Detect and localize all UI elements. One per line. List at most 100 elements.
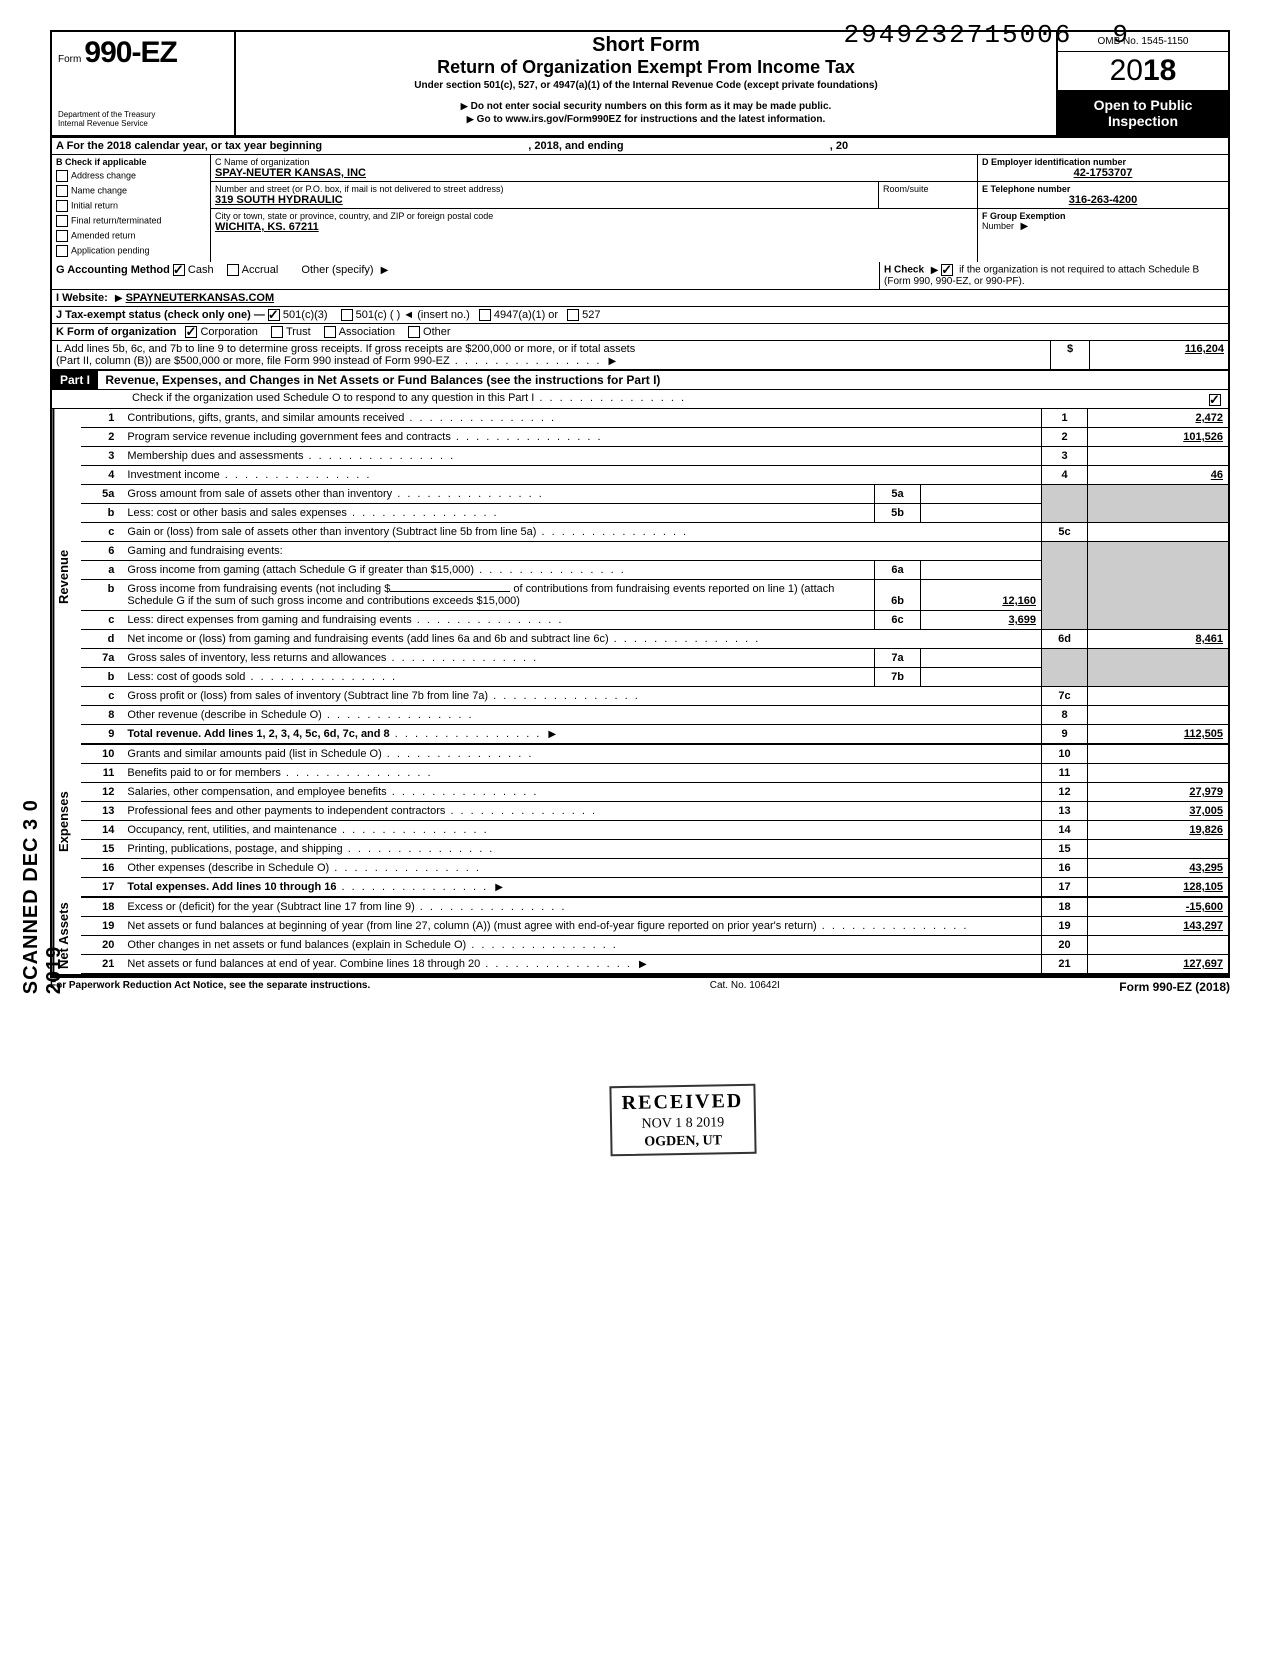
line16-desc: Other expenses (describe in Schedule O) [127,862,329,874]
j-501c3: 501(c)(3) [283,309,328,321]
dept-treasury: Department of the Treasury [58,110,228,119]
line14-amt: 19,826 [1088,821,1229,840]
row-l: L Add lines 5b, 6c, and 7b to line 9 to … [50,341,1230,371]
revenue-block: Revenue 1Contributions, gifts, grants, a… [50,409,1230,745]
part1-header: Part I Revenue, Expenses, and Changes in… [50,371,1230,390]
identity-block: B Check if applicable Address change Nam… [50,155,1230,262]
cb-accrual[interactable] [227,264,239,276]
line6b-box: 6b [875,580,921,611]
line12-desc: Salaries, other compensation, and employ… [127,786,386,798]
h-label: H Check [884,265,924,276]
line6c-desc: Less: direct expenses from gaming and fu… [127,614,411,626]
j-4947: 4947(a)(1) or [494,309,558,321]
line19-amt: 143,297 [1088,917,1229,936]
line17-desc: Total expenses. Add lines 10 through 16 [127,881,336,893]
c-label: C Name of organization [215,157,973,167]
line11-desc: Benefits paid to or for members [127,767,280,779]
g-cash: Cash [188,264,214,276]
line5a-box: 5a [875,485,921,504]
line6c-mid: 3,699 [921,611,1042,630]
dots-l [450,355,602,367]
cb-cash[interactable] [173,264,185,276]
line13-amt: 37,005 [1088,802,1229,821]
cb-initial[interactable] [56,200,68,212]
cb-trust[interactable] [271,326,283,338]
received-bottom: OGDEN, UT [622,1132,744,1152]
j-527: 527 [582,309,600,321]
line6c-box: 6c [875,611,921,630]
f-label2: Number [982,221,1014,231]
f-label: F Group Exemption [982,211,1066,221]
g-accrual: Accrual [242,264,279,276]
cb-final[interactable] [56,215,68,227]
part1-label: Part I [52,371,98,389]
cb-501c[interactable] [341,309,353,321]
line-a: A For the 2018 calendar year, or tax yea… [50,138,1230,155]
cb-name-change[interactable] [56,185,68,197]
room-label: Room/suite [878,182,977,208]
part1-title: Revenue, Expenses, and Changes in Net As… [101,371,664,389]
b-address: Address change [71,170,136,180]
l-text2: (Part II, column (B)) are $500,000 or mo… [56,355,450,367]
part1-check-text: Check if the organization used Schedule … [132,392,534,404]
line5c-amt [1088,523,1229,542]
line3-amt [1088,447,1229,466]
i-arrow-icon [111,292,123,304]
cb-pending[interactable] [56,245,68,257]
line5a-desc: Gross amount from sale of assets other t… [127,488,392,500]
cb-4947[interactable] [479,309,491,321]
line1-amt: 2,472 [1088,409,1229,428]
open-public: Open to Public Inspection [1058,91,1228,135]
cb-schedule-o[interactable] [1209,394,1221,406]
k-label: K Form of organization [56,326,176,338]
b-label: B Check if applicable [56,157,206,167]
expenses-block: Expenses 10Grants and similar amounts pa… [50,745,1230,898]
line6b-mid: 12,160 [921,580,1042,611]
received-stamp: RECEIVED NOV 1 8 2019 OGDEN, UT [609,1084,756,1157]
line7b-desc: Less: cost of goods sold [127,671,245,683]
b-name: Name change [71,185,127,195]
line4-amt: 46 [1088,466,1229,485]
part1-check-row: Check if the organization used Schedule … [50,390,1230,409]
line13-desc: Professional fees and other payments to … [127,805,445,817]
received-top: RECEIVED [621,1088,743,1116]
j-label: J Tax-exempt status (check only one) — [56,309,265,321]
cb-corp[interactable] [185,326,197,338]
line8-amt [1088,706,1229,725]
f-arrow [1017,221,1029,231]
cb-assoc[interactable] [324,326,336,338]
row-gh: G Accounting Method Cash Accrual Other (… [50,262,1230,290]
org-name: SPAY-NEUTER KANSAS, INC [215,167,973,179]
cb-501c3[interactable] [268,309,280,321]
line2-amt: 101,526 [1088,428,1229,447]
line7b-box: 7b [875,668,921,687]
dln-suffix: 9 [1112,20,1130,50]
line7a-desc: Gross sales of inventory, less returns a… [127,652,386,664]
line7c-amt [1088,687,1229,706]
footer-left: For Paperwork Reduction Act Notice, see … [50,980,370,994]
line8-desc: Other revenue (describe in Schedule O) [127,709,321,721]
cb-address-change[interactable] [56,170,68,182]
open-public-1: Open to Public [1094,97,1193,113]
addr-label: Number and street (or P.O. box, if mail … [215,184,874,194]
cb-other[interactable] [408,326,420,338]
cb-amended[interactable] [56,230,68,242]
line-a-text: A For the 2018 calendar year, or tax yea… [56,140,322,152]
j-501c: 501(c) ( [356,309,394,321]
h-arrow-icon [927,265,939,276]
g-other: Other (specify) [301,264,373,276]
year-prefix: 20 [1110,54,1143,87]
line15-desc: Printing, publications, postage, and shi… [127,843,342,855]
line5c-desc: Gain or (loss) from sale of assets other… [127,526,536,538]
line14-desc: Occupancy, rent, utilities, and maintena… [127,824,337,836]
line6d-amt: 8,461 [1088,630,1229,649]
b-final: Final return/terminated [71,215,162,225]
k-corp: Corporation [200,326,257,338]
cb-schedule-b[interactable] [941,264,953,276]
k-trust: Trust [286,326,311,338]
subtitle: Under section 501(c), 527, or 4947(a)(1)… [242,80,1050,91]
k-assoc: Association [339,326,395,338]
cb-527[interactable] [567,309,579,321]
i-label: I Website: [56,292,108,304]
tax-year: 2018 [1058,52,1228,91]
